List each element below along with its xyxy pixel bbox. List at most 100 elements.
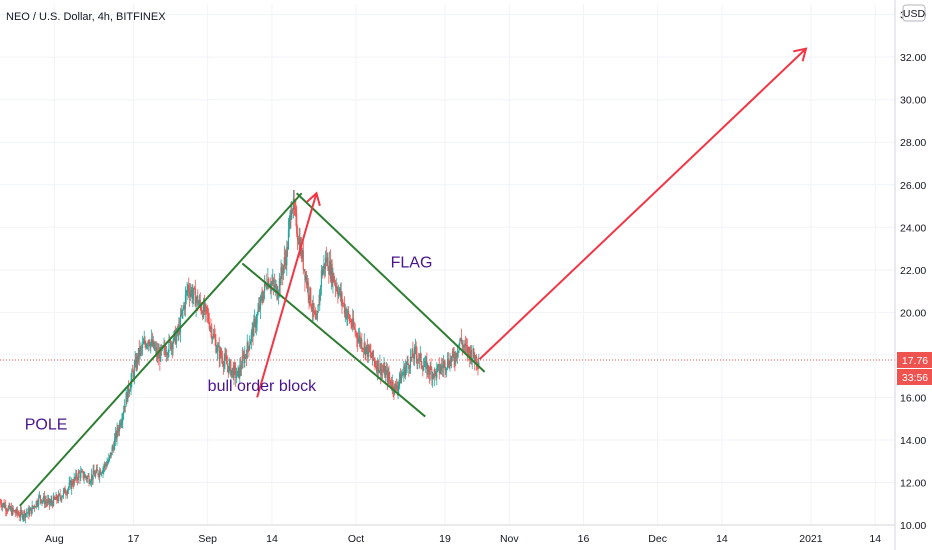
candle-body [289, 212, 291, 221]
candle-body [166, 353, 168, 356]
candle-body [456, 353, 458, 358]
candle-body [390, 379, 392, 385]
candle-body [127, 385, 129, 402]
candle-body [319, 287, 322, 291]
candle-body [224, 355, 226, 361]
candle-body [155, 347, 158, 357]
candle-body [43, 496, 45, 501]
y-tick-label: 20.00 [900, 307, 926, 319]
candle-body [435, 371, 437, 378]
candle-body [89, 482, 91, 484]
candle-body [114, 432, 116, 439]
candle-body [158, 352, 160, 359]
candle-body [196, 295, 198, 300]
candle-body [3, 502, 5, 508]
candle-body [394, 383, 396, 393]
candle-body [80, 471, 83, 473]
candle-body [240, 365, 242, 370]
candle-body [434, 369, 436, 372]
candle-body [442, 363, 444, 369]
candle-body [180, 314, 182, 316]
candle-body [449, 358, 451, 368]
candle-body [104, 463, 107, 466]
drawings: POLE bull order block FLAG [19, 47, 808, 507]
candle-body [182, 308, 184, 310]
candle-body [78, 472, 80, 474]
candle-body [387, 372, 389, 382]
candle-body [426, 361, 428, 375]
candle-body [66, 490, 69, 495]
candle-body [85, 475, 87, 478]
candle-body [51, 500, 53, 503]
candle-body [205, 304, 207, 308]
candle-body [172, 342, 174, 349]
candle-body [142, 343, 144, 345]
candle-body [2, 502, 4, 505]
candle-body [403, 366, 405, 374]
candle-body [362, 348, 364, 350]
candle-body [344, 309, 346, 314]
candle-body [258, 305, 261, 310]
candle-body [4, 505, 6, 508]
candle-body [399, 373, 401, 383]
candle-body [117, 427, 119, 432]
candle-body [464, 343, 466, 347]
candle-body [13, 510, 15, 512]
candle-body [447, 358, 449, 366]
candle-body [317, 304, 319, 313]
x-tick-label: 14 [266, 533, 278, 545]
candle-body [231, 367, 234, 370]
arrow-projection [478, 47, 807, 360]
candle-body [186, 290, 188, 292]
candle-body [151, 338, 154, 346]
candle-body [118, 422, 121, 432]
candle-body [460, 338, 463, 343]
candle-body [366, 344, 368, 348]
candle-body [82, 471, 84, 479]
candle-body [400, 375, 402, 384]
candle-body [347, 311, 349, 316]
candle-body [28, 509, 30, 516]
candle-body [146, 344, 149, 346]
candle-body [296, 213, 298, 234]
candle-body [405, 365, 407, 368]
candle-body [465, 345, 468, 346]
candle-body [229, 361, 231, 364]
candle-body [227, 366, 229, 373]
candle-body [376, 360, 379, 372]
candle-body [76, 473, 78, 479]
candle-body [175, 334, 177, 344]
candle-body [57, 500, 59, 501]
candle-body [296, 233, 299, 240]
candle-body [124, 406, 126, 408]
candle-body [320, 270, 323, 288]
candle-body [21, 511, 23, 519]
currency-button[interactable]: USD [902, 4, 926, 22]
candle-body [249, 344, 251, 350]
candle-body [473, 348, 475, 358]
candle-body [254, 318, 257, 328]
candle-body [316, 312, 318, 320]
candle-body [352, 318, 354, 327]
candle-body [187, 285, 189, 291]
candle-body [61, 497, 63, 500]
candle-body [343, 303, 346, 314]
candle-body [333, 281, 336, 283]
candle-body [128, 391, 130, 393]
arrowhead-bull-impulse [306, 191, 321, 207]
candle-body [461, 342, 463, 348]
candle-body [132, 371, 134, 373]
candle-body [171, 343, 173, 349]
candle-body [451, 356, 453, 362]
candle-body [141, 343, 144, 349]
candle-body [418, 359, 420, 361]
candle-body [290, 212, 292, 219]
candle-body [225, 355, 227, 359]
candle-body [220, 349, 222, 357]
y-tick-label: 10.00 [900, 520, 926, 532]
candle-body [246, 342, 248, 359]
candle-body [30, 508, 32, 514]
candle-body [297, 239, 299, 244]
candle-body [189, 292, 191, 297]
candle-body [27, 509, 29, 514]
